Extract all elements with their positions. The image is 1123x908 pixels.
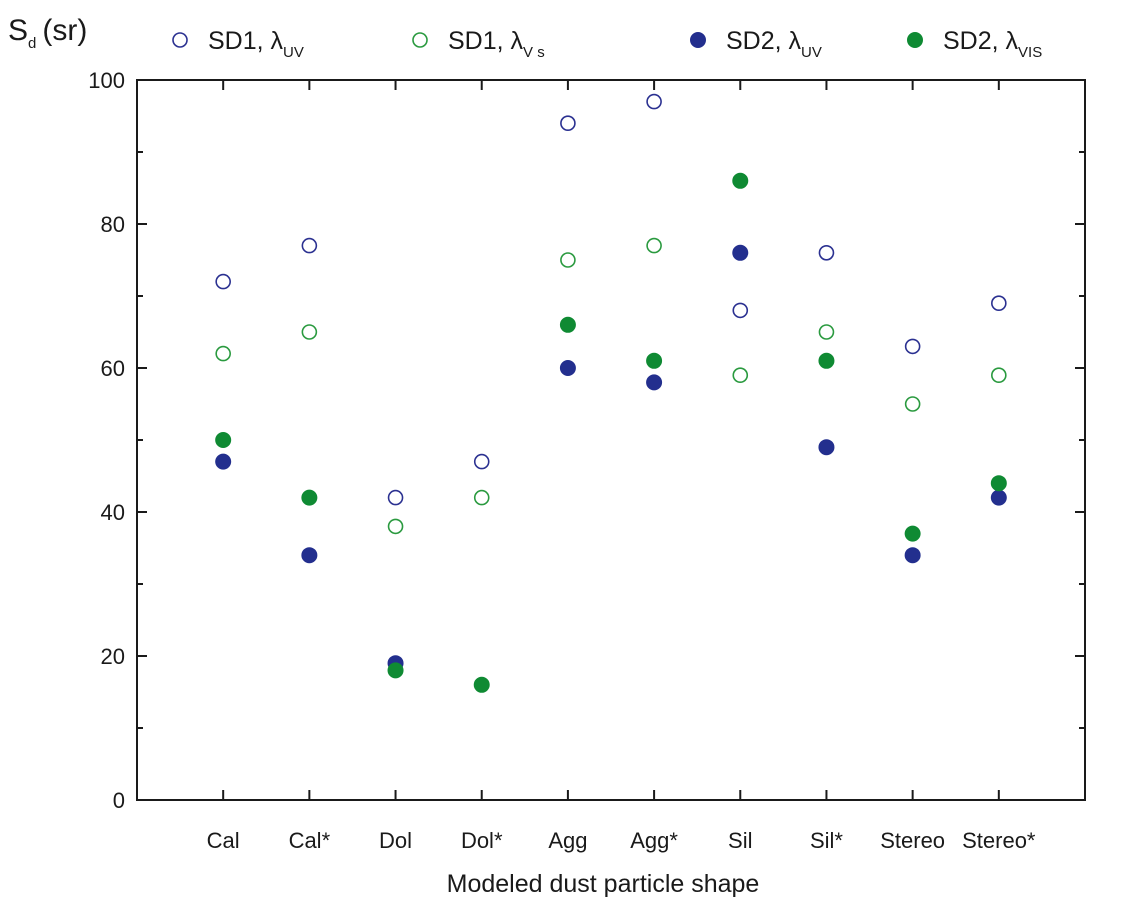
data-point-series-1 (732, 302, 749, 319)
data-point-series-2 (473, 489, 490, 506)
data-point-series-4 (301, 489, 318, 506)
legend-marker-series-2 (412, 32, 428, 48)
y-tick-label: 0 (113, 788, 125, 813)
y-tick-label: 40 (101, 500, 125, 525)
x-tick-label: Stereo (880, 828, 945, 853)
data-point-series-2 (215, 345, 231, 362)
data-point-series-3 (818, 439, 835, 456)
data-point-series-2 (818, 324, 835, 340)
data-point-series-4 (646, 352, 663, 369)
data-point-series-1 (301, 237, 318, 254)
tick-layer: 0 20 40 60 80 100 Cal Cal* Dol Dol* Agg Agg* Sil Sil*… (88, 68, 1085, 853)
x-tick-label: Dol* (461, 828, 503, 853)
data-point-series-1 (387, 489, 404, 506)
y-axis-title-sub: d (28, 35, 36, 52)
x-tick-label: Cal (207, 828, 240, 853)
data-point-series-1 (818, 245, 835, 261)
legend-label-series-4: SD2, λVIS (943, 27, 1042, 61)
data-point-series-1 (991, 295, 1007, 312)
data-point-series-4 (732, 172, 749, 189)
data-point-series-2 (904, 396, 921, 412)
y-tick-label: 80 (101, 212, 125, 237)
data-point-series-2 (732, 367, 749, 384)
data-point-series-3 (732, 244, 749, 261)
legend-marker-series-4 (907, 32, 923, 48)
x-axis-title: Modeled dust particle shape (447, 870, 760, 898)
legend-marker-series-1 (172, 32, 188, 48)
y-axis-title-unit: (sr) (42, 14, 87, 47)
data-point-series-4 (473, 676, 490, 693)
data-point-series-3 (990, 489, 1007, 506)
x-tick-label: Sil (728, 828, 752, 853)
data-point-series-4 (990, 475, 1007, 492)
x-tick-label: Sil* (810, 828, 843, 853)
y-axis-title-main: S (8, 14, 28, 47)
data-point-layer (215, 93, 1007, 693)
legend: SD1, λUV SD1, λV s SD2, λUV SD2, λVIS (172, 27, 1042, 61)
x-tick-label: Dol (379, 828, 412, 853)
data-point-series-4 (904, 525, 921, 542)
x-tick-label: Agg (548, 828, 587, 853)
data-point-series-2 (301, 324, 318, 340)
data-point-series-2 (560, 252, 576, 268)
x-tick-label: Cal* (289, 828, 331, 853)
data-point-series-4 (559, 316, 576, 333)
data-point-series-2 (387, 518, 404, 535)
x-tick-label: Agg* (630, 828, 678, 853)
legend-marker-series-3 (690, 32, 706, 48)
data-point-series-3 (646, 374, 663, 391)
y-tick-label: 100 (88, 68, 125, 93)
data-point-series-2 (991, 367, 1007, 384)
legend-label-series-1: SD1, λUV (208, 27, 304, 61)
data-point-series-4 (387, 662, 404, 679)
data-point-series-3 (904, 547, 921, 564)
data-point-series-3 (559, 360, 576, 376)
legend-label-series-3: SD2, λUV (726, 27, 822, 61)
data-point-series-3 (301, 547, 318, 564)
plot-frame-layer (136, 79, 1086, 801)
x-tick-label: Stereo* (962, 828, 1036, 853)
y-axis-title: Sd (sr) (8, 14, 87, 52)
data-point-series-4 (215, 432, 232, 448)
data-point-series-1 (473, 453, 490, 470)
data-point-series-1 (646, 93, 662, 110)
data-point-series-3 (215, 453, 232, 470)
data-point-series-4 (818, 352, 835, 369)
data-point-series-1 (904, 338, 921, 355)
data-point-series-1 (215, 273, 231, 290)
y-tick-label: 60 (101, 356, 125, 381)
data-point-series-2 (646, 237, 662, 254)
y-tick-label: 20 (101, 644, 125, 669)
data-point-series-1 (560, 115, 576, 131)
plot-frame (136, 79, 1086, 801)
legend-label-series-2: SD1, λV s (448, 27, 545, 61)
